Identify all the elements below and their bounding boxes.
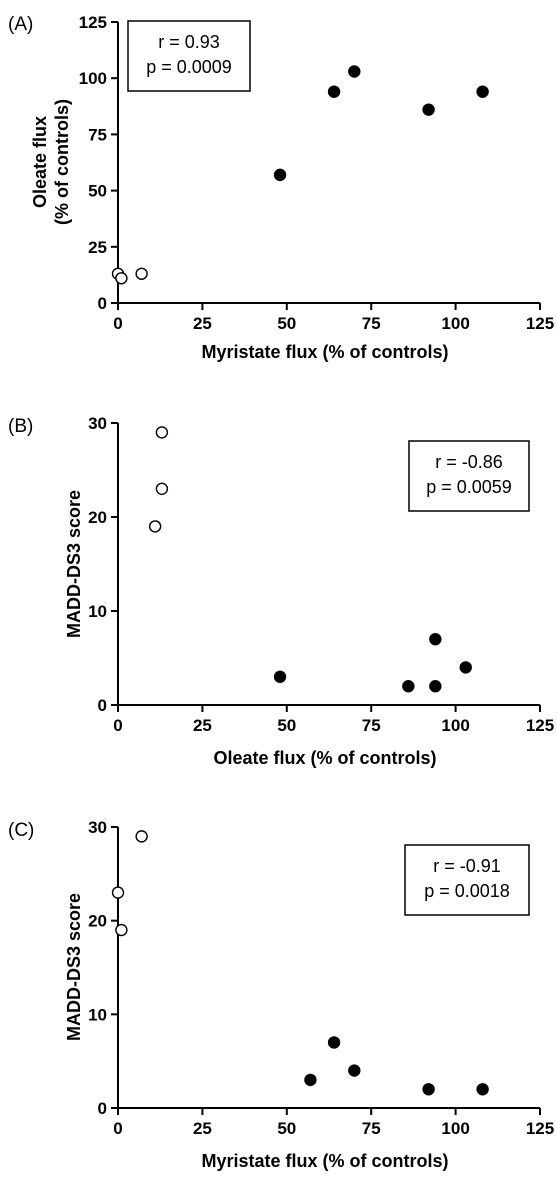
stats-box (408, 440, 530, 512)
x-tick-label: 50 (277, 1119, 296, 1138)
y-tick-label: 30 (88, 818, 107, 837)
correlation-r-label: r = 0.93 (158, 32, 220, 52)
y-tick-label: 50 (88, 182, 107, 201)
stats-box (404, 844, 530, 916)
data-point-open (111, 886, 125, 899)
x-axis-title: Oleate flux (% of controls) (213, 748, 436, 768)
y-axis-title-line: Oleate flux (30, 116, 50, 208)
x-tick-label: 125 (526, 716, 554, 735)
y-tick-label: 0 (98, 294, 107, 313)
y-tick-label: 125 (79, 13, 107, 32)
y-tick-label: 0 (98, 1099, 107, 1118)
y-axis-title: MADD-DS3 score (64, 490, 84, 638)
data-point-filled (327, 85, 341, 98)
y-tick-label: 20 (88, 912, 107, 931)
y-tick-label: 10 (88, 1005, 107, 1024)
x-tick-label: 100 (441, 314, 469, 333)
correlation-r-label: r = -0.91 (433, 856, 501, 876)
data-point-filled (429, 633, 442, 646)
x-axis-title: Myristate flux (% of controls) (201, 1151, 448, 1171)
x-tick-label: 50 (277, 716, 296, 735)
correlation-r-label: r = -0.86 (435, 452, 503, 472)
p-value-label: p = 0.0009 (146, 57, 232, 77)
data-point-filled (402, 680, 415, 693)
y-axis-title-line: MADD-DS3 score (64, 490, 84, 638)
data-point-filled (476, 85, 489, 98)
y-tick-label: 0 (98, 696, 107, 715)
chart-panel: 0 25 50 75 100 125 0 10 20 30 (B) Oleate flux (% of… (8, 414, 554, 768)
x-tick-label: 25 (193, 1119, 212, 1138)
p-value-label: p = 0.0059 (426, 477, 512, 497)
y-tick-label: 30 (88, 414, 107, 433)
data-point-open (115, 923, 128, 937)
x-tick-label: 100 (441, 716, 469, 735)
x-tick-label: 25 (193, 314, 212, 333)
stats-annotation: r = -0.86 p = 0.0059 (408, 440, 530, 512)
x-tick-label: 100 (441, 1119, 469, 1138)
y-axis-title: Oleate flux (% of controls) (30, 99, 72, 225)
data-point-filled (273, 670, 287, 683)
x-tick-label: 0 (113, 314, 122, 333)
stats-annotation: r = 0.93 p = 0.0009 (127, 20, 251, 92)
p-value-label: p = 0.0018 (424, 881, 510, 901)
data-point-filled (304, 1073, 317, 1087)
y-tick-label: 25 (88, 238, 107, 257)
x-tick-label: 125 (526, 1119, 554, 1138)
data-point-filled (348, 65, 361, 78)
data-point-open (155, 426, 169, 439)
stats-box (127, 20, 251, 92)
x-tick-label: 75 (362, 1119, 381, 1138)
y-tick-label: 10 (88, 602, 107, 621)
data-point-open (155, 482, 169, 495)
stats-annotation: r = -0.91 p = 0.0018 (404, 844, 530, 916)
data-point-filled (459, 661, 472, 674)
x-tick-label: 50 (277, 314, 296, 333)
panel-label: (C) (8, 820, 34, 841)
x-axis-title: Myristate flux (% of controls) (201, 342, 448, 362)
data-point-open (135, 830, 148, 843)
panel-label: (B) (8, 416, 33, 437)
y-axis-title-line: MADD-DS3 score (64, 893, 84, 1041)
x-tick-label: 125 (526, 314, 554, 333)
y-tick-label: 100 (79, 69, 107, 88)
data-point-filled (327, 1036, 341, 1049)
data-point-filled (422, 103, 435, 116)
chart-panel: 0 25 50 75 100 125 0 25 50 75 100 125 (A) Myristate f… (8, 13, 554, 362)
data-point-filled (429, 680, 442, 693)
y-tick-label: 20 (88, 508, 107, 527)
x-tick-label: 75 (362, 716, 381, 735)
y-axis-title-line: (% of controls) (52, 99, 72, 225)
y-axis-title: MADD-DS3 score (64, 893, 84, 1041)
x-tick-label: 75 (362, 314, 381, 333)
x-tick-label: 25 (193, 716, 212, 735)
data-point-filled (422, 1083, 435, 1096)
data-point-open (148, 520, 162, 533)
data-point-open (135, 267, 148, 280)
data-point-open (115, 272, 128, 285)
panel-label: (A) (8, 14, 33, 35)
data-point-filled (476, 1083, 489, 1096)
chart-panel: 0 25 50 75 100 125 0 10 20 30 (C) Myristate flux (%… (8, 818, 554, 1171)
y-tick-label: 75 (88, 125, 107, 144)
x-tick-label: 0 (113, 1119, 122, 1138)
x-tick-label: 0 (113, 716, 122, 735)
data-point-filled (348, 1064, 361, 1077)
data-point-filled (273, 168, 287, 182)
